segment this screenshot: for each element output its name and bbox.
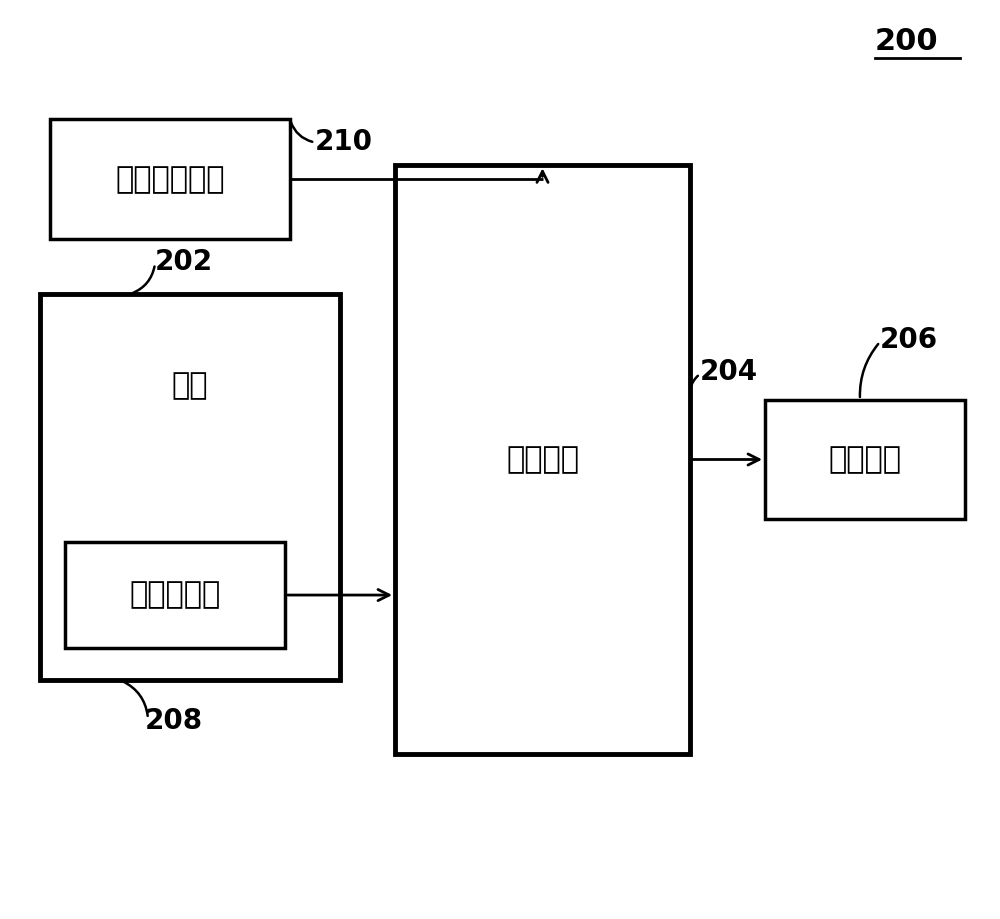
Text: 200: 200	[875, 27, 939, 56]
Text: 204: 204	[700, 358, 758, 386]
Bar	[395, 165, 690, 754]
Text: 导管: 导管	[172, 371, 208, 401]
Text: 导管传感器: 导管传感器	[129, 581, 221, 609]
Bar	[40, 294, 340, 680]
Bar	[50, 119, 290, 239]
Text: 处理装置: 处理装置	[506, 445, 579, 474]
Bar	[765, 400, 965, 519]
Text: 心脏外传感器: 心脏外传感器	[115, 165, 225, 194]
Text: 210: 210	[315, 129, 373, 156]
Bar	[65, 542, 285, 648]
Text: 206: 206	[880, 326, 938, 354]
Text: 208: 208	[145, 708, 203, 735]
Text: 显示装置: 显示装置	[828, 445, 902, 474]
Text: 202: 202	[155, 248, 213, 276]
